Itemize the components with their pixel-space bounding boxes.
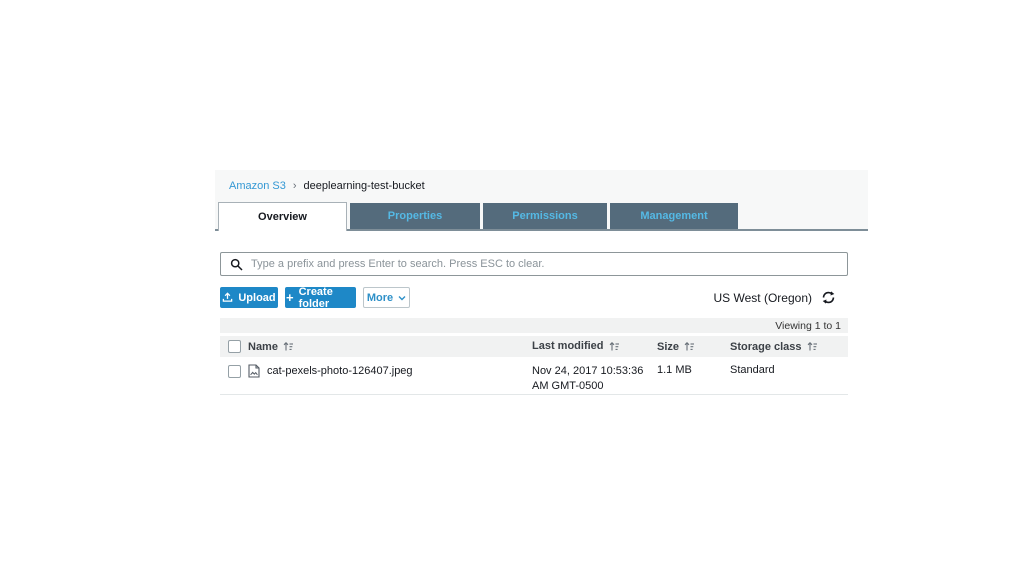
column-header-storage-class-label: Storage class bbox=[730, 340, 802, 353]
more-button-label: More bbox=[366, 291, 394, 304]
plus-icon: + bbox=[286, 290, 294, 305]
create-folder-button[interactable]: + Create folder bbox=[285, 285, 356, 310]
breadcrumb-amazon-s3-link[interactable]: Amazon S3 bbox=[229, 180, 286, 192]
column-header-name[interactable]: Name bbox=[248, 341, 532, 353]
refresh-icon[interactable] bbox=[821, 290, 837, 306]
select-all-checkbox[interactable] bbox=[228, 340, 241, 353]
object-name-link[interactable]: cat-pexels-photo-126407.jpeg bbox=[267, 365, 413, 377]
upload-icon bbox=[222, 292, 233, 303]
last-modified-cell: Nov 24, 2017 10:53:36 AM GMT-0500 bbox=[532, 365, 644, 392]
bucket-header-strip: Amazon S3 › deeplearning-test-bucket Ove… bbox=[215, 170, 868, 231]
tab-management[interactable]: Management bbox=[610, 203, 738, 229]
sort-icon[interactable] bbox=[807, 341, 818, 352]
breadcrumb-separator: › bbox=[292, 180, 297, 192]
viewing-status-bar: Viewing 1 to 1 bbox=[220, 318, 848, 333]
breadcrumb-bucket-name: deeplearning-test-bucket bbox=[303, 180, 425, 192]
more-button[interactable]: More bbox=[363, 287, 410, 308]
prefix-search-box bbox=[220, 252, 848, 276]
select-all-cell bbox=[220, 340, 248, 353]
column-header-name-label: Name bbox=[248, 340, 278, 353]
create-folder-button-label: Create folder bbox=[298, 285, 333, 310]
table-header-row: Name Last modified Size bbox=[220, 336, 848, 357]
row-checkbox[interactable] bbox=[228, 365, 241, 378]
table-row: cat-pexels-photo-126407.jpeg Nov 24, 201… bbox=[220, 357, 848, 395]
column-header-size-label: Size bbox=[657, 340, 680, 353]
viewing-count: Viewing 1 to 1 bbox=[775, 319, 841, 332]
column-header-size[interactable]: Size bbox=[657, 341, 730, 353]
region-label: US West (Oregon) bbox=[713, 291, 812, 305]
tab-permissions[interactable]: Permissions bbox=[483, 203, 607, 229]
upload-button-label: Upload bbox=[238, 291, 276, 304]
breadcrumb: Amazon S3 › deeplearning-test-bucket bbox=[229, 180, 425, 192]
object-name-cell: cat-pexels-photo-126407.jpeg bbox=[248, 364, 532, 378]
column-header-last-modified[interactable]: Last modified bbox=[532, 339, 657, 354]
upload-button[interactable]: Upload bbox=[220, 287, 278, 308]
sort-icon[interactable] bbox=[684, 341, 695, 352]
sort-icon[interactable] bbox=[609, 341, 620, 352]
storage-class-cell: Standard bbox=[730, 364, 775, 376]
image-file-icon bbox=[248, 364, 260, 378]
column-header-last-modified-label: Last modified bbox=[532, 340, 604, 353]
size-cell: 1.1 MB bbox=[657, 364, 692, 376]
sort-icon[interactable] bbox=[283, 341, 294, 352]
chevron-down-icon bbox=[398, 295, 406, 301]
row-select-cell bbox=[220, 364, 248, 378]
column-header-storage-class[interactable]: Storage class bbox=[730, 341, 848, 353]
search-icon bbox=[230, 258, 243, 271]
tab-properties[interactable]: Properties bbox=[350, 203, 480, 229]
search-input[interactable] bbox=[251, 258, 838, 270]
tab-overview[interactable]: Overview bbox=[218, 202, 347, 231]
